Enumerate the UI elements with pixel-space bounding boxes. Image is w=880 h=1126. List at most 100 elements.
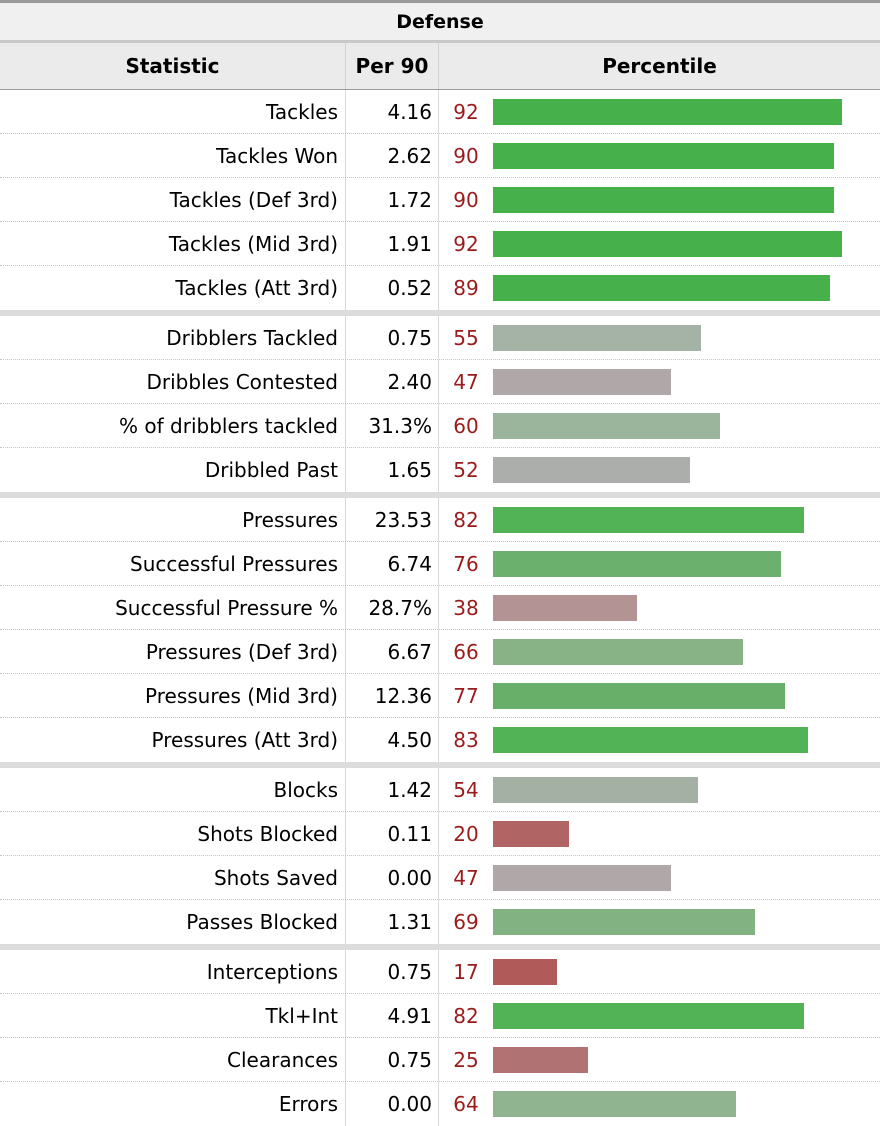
stat-group: Dribblers Tackled 0.75 55 Dribbles Conteste… (0, 316, 880, 492)
percentile-bar (493, 682, 785, 709)
percentile-value: 77 (453, 683, 479, 708)
stat-label: Pressures (Att 3rd) (151, 728, 338, 752)
percentile-value: 89 (453, 276, 479, 300)
percentile-cell: 89 (439, 266, 880, 310)
stat-label: Pressures (Mid 3rd) (145, 683, 338, 708)
percentile-cell: 69 (439, 900, 880, 944)
column-header-row: Statistic Per 90 Percentile (0, 43, 880, 90)
per90-value: 28.7% (345, 586, 439, 629)
percentile-cell: 90 (439, 134, 880, 177)
stat-label: Dribblers Tackled (166, 325, 338, 350)
table-row: Pressures (Mid 3rd) 12.36 77 (0, 674, 880, 718)
group-separator (0, 310, 880, 316)
percentile-value: 60 (453, 413, 479, 438)
percentile-bar-track (493, 820, 872, 847)
percentile-bar-track (493, 186, 872, 213)
percentile-value: 54 (453, 777, 479, 802)
percentile-cell: 25 (439, 1038, 880, 1081)
percentile-bar-track (493, 1046, 872, 1073)
percentile-bar (493, 457, 690, 483)
percentile-bar (493, 368, 671, 395)
top-border (0, 0, 880, 3)
percentile-bar (493, 1091, 736, 1117)
table-row: Pressures (Def 3rd) 6.67 66 (0, 630, 880, 674)
percentile-cell: 54 (439, 768, 880, 811)
stat-label: Tackles (Def 3rd) (169, 187, 338, 212)
percentile-bar-track (493, 776, 872, 803)
stat-label: % of dribblers tackled (119, 413, 338, 438)
percentile-bar (493, 594, 637, 621)
column-header-statistic[interactable]: Statistic (125, 54, 220, 78)
stat-label: Tackles (Mid 3rd) (168, 231, 338, 256)
percentile-cell: 64 (439, 1082, 880, 1126)
percentile-value: 38 (453, 595, 479, 620)
table-row: Successful Pressure % 28.7% 38 (0, 586, 880, 630)
stat-label: Dribbles Contested (146, 369, 339, 394)
stat-label: Clearances (227, 1047, 338, 1072)
percentile-bar-track (493, 368, 872, 395)
percentile-bar-track (493, 682, 872, 709)
percentile-bar-track (493, 275, 872, 301)
table-row: Pressures (Att 3rd) 4.50 83 (0, 718, 880, 762)
percentile-bar (493, 275, 830, 301)
stat-group: Blocks 1.42 54 Shots Blocked 0.11 20 Shots Sav… (0, 768, 880, 944)
table-row: Passes Blocked 1.31 69 (0, 900, 880, 944)
percentile-bar-track (493, 909, 872, 935)
percentile-bar (493, 142, 834, 169)
column-header-percentile[interactable]: Percentile (602, 54, 717, 78)
percentile-cell: 83 (439, 718, 880, 762)
percentile-cell: 52 (439, 448, 880, 492)
percentile-cell: 92 (439, 222, 880, 265)
stat-label: Shots Blocked (197, 821, 338, 846)
percentile-value: 17 (453, 959, 479, 984)
per90-value: 6.74 (345, 542, 439, 585)
section-title: Defense (0, 3, 880, 43)
table-row: Dribbled Past 1.65 52 (0, 448, 880, 492)
percentile-bar (493, 324, 701, 351)
stat-label: Successful Pressure % (115, 595, 338, 620)
stat-group: Tackles 4.16 92 Tackles Won 2.62 90 Tackles (D… (0, 90, 880, 310)
section-title-text: Defense (396, 10, 484, 33)
per90-value: 4.50 (345, 718, 439, 762)
per90-value: 1.31 (345, 900, 439, 944)
percentile-cell: 82 (439, 994, 880, 1037)
table-row: Shots Saved 0.00 47 (0, 856, 880, 900)
per90-value: 0.75 (345, 950, 439, 993)
table-row: Successful Pressures 6.74 76 (0, 542, 880, 586)
percentile-bar-track (493, 142, 872, 169)
per90-value: 4.91 (345, 994, 439, 1037)
percentile-bar-track (493, 727, 872, 753)
stat-label: Tkl+Int (265, 1003, 338, 1028)
per90-value: 0.52 (345, 266, 439, 310)
table-row: % of dribblers tackled 31.3% 60 (0, 404, 880, 448)
per90-value: 1.42 (345, 768, 439, 811)
percentile-value: 92 (453, 99, 479, 124)
table-row: Tackles (Def 3rd) 1.72 90 (0, 178, 880, 222)
per90-value: 0.00 (345, 1082, 439, 1126)
percentile-bar (493, 506, 804, 533)
percentile-value: 90 (453, 143, 479, 168)
percentile-bar (493, 864, 671, 891)
per90-value: 2.62 (345, 134, 439, 177)
group-separator (0, 944, 880, 950)
per90-value: 0.00 (345, 856, 439, 899)
percentile-cell: 76 (439, 542, 880, 585)
table-row: Tackles Won 2.62 90 (0, 134, 880, 178)
percentile-cell: 20 (439, 812, 880, 855)
stat-label: Shots Saved (213, 865, 338, 890)
percentile-bar-track (493, 1002, 872, 1029)
percentile-cell: 38 (439, 586, 880, 629)
table-row: Interceptions 0.75 17 (0, 950, 880, 994)
per90-value: 1.72 (345, 178, 439, 221)
percentile-bar-track (493, 958, 872, 985)
percentile-value: 55 (453, 325, 479, 350)
table-row: Tkl+Int 4.91 82 (0, 994, 880, 1038)
column-header-per90[interactable]: Per 90 (345, 43, 439, 89)
percentile-cell: 47 (439, 360, 880, 403)
percentile-cell: 60 (439, 404, 880, 447)
percentile-bar (493, 820, 569, 847)
percentile-value: 92 (453, 231, 479, 256)
percentile-value: 90 (453, 187, 479, 212)
percentile-value: 69 (453, 910, 479, 934)
per90-value: 12.36 (345, 674, 439, 717)
